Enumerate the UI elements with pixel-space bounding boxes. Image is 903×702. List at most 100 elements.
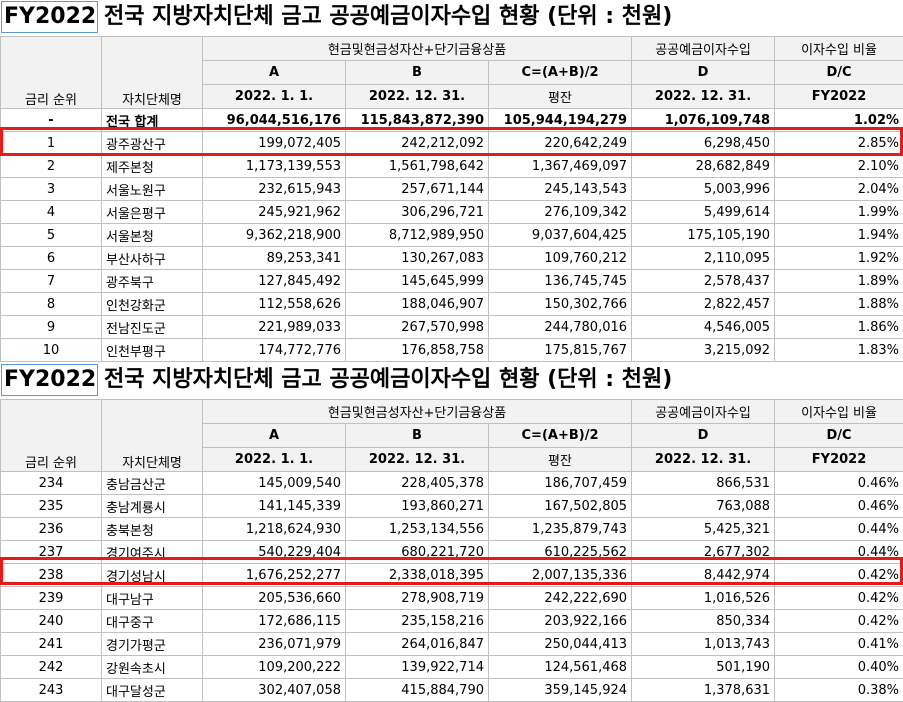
cell-rank[interactable]: 237 bbox=[1, 541, 102, 564]
cell-a[interactable]: 141,145,339 bbox=[203, 495, 346, 518]
cell-rank[interactable]: 239 bbox=[1, 587, 102, 610]
cell-d[interactable]: 2,578,437 bbox=[632, 270, 775, 293]
cell-a[interactable]: 145,009,540 bbox=[203, 472, 346, 495]
cell-name[interactable]: 충남금산군 bbox=[102, 472, 203, 495]
cell-ratio[interactable]: 1.02% bbox=[775, 109, 903, 132]
cell-c[interactable]: 250,044,413 bbox=[489, 633, 632, 656]
cell-rank[interactable]: 243 bbox=[1, 679, 102, 702]
cell-name[interactable]: 경기가평군 bbox=[102, 633, 203, 656]
cell-a[interactable]: 1,218,624,930 bbox=[203, 518, 346, 541]
cell-ratio[interactable]: 0.44% bbox=[775, 541, 903, 564]
cell-c[interactable]: 136,745,745 bbox=[489, 270, 632, 293]
cell-a[interactable]: 232,615,943 bbox=[203, 178, 346, 201]
cell-c[interactable]: 1,235,879,743 bbox=[489, 518, 632, 541]
cell-ratio[interactable]: 1.83% bbox=[775, 339, 903, 362]
cell-ratio[interactable]: 2.85% bbox=[775, 132, 903, 155]
cell-a[interactable]: 302,407,058 bbox=[203, 679, 346, 702]
cell-ratio[interactable]: 0.38% bbox=[775, 679, 903, 702]
cell-name[interactable]: 광주광산구 bbox=[102, 132, 203, 155]
cell-ratio[interactable]: 0.41% bbox=[775, 633, 903, 656]
cell-rank[interactable]: 235 bbox=[1, 495, 102, 518]
cell-name[interactable]: 광주북구 bbox=[102, 270, 203, 293]
cell-rank[interactable]: 3 bbox=[1, 178, 102, 201]
cell-c[interactable]: 245,143,543 bbox=[489, 178, 632, 201]
fiscal-year-cell[interactable]: FY2022 bbox=[1, 1, 98, 33]
cell-rank[interactable]: 10 bbox=[1, 339, 102, 362]
cell-a[interactable]: 236,071,979 bbox=[203, 633, 346, 656]
cell-d[interactable]: 1,016,526 bbox=[632, 587, 775, 610]
cell-ratio[interactable]: 2.10% bbox=[775, 155, 903, 178]
cell-d[interactable]: 866,531 bbox=[632, 472, 775, 495]
cell-a[interactable]: 112,558,626 bbox=[203, 293, 346, 316]
cell-d[interactable]: 5,003,996 bbox=[632, 178, 775, 201]
cell-ratio[interactable]: 0.46% bbox=[775, 472, 903, 495]
cell-c[interactable]: 2,007,135,336 bbox=[489, 564, 632, 587]
cell-b[interactable]: 1,253,134,556 bbox=[346, 518, 489, 541]
cell-c[interactable]: 220,642,249 bbox=[489, 132, 632, 155]
cell-ratio[interactable]: 0.42% bbox=[775, 587, 903, 610]
cell-a[interactable]: 199,072,405 bbox=[203, 132, 346, 155]
cell-d[interactable]: 175,105,190 bbox=[632, 224, 775, 247]
cell-d[interactable]: 850,334 bbox=[632, 610, 775, 633]
cell-c[interactable]: 610,225,562 bbox=[489, 541, 632, 564]
cell-a[interactable]: 9,362,218,900 bbox=[203, 224, 346, 247]
cell-d[interactable]: 8,442,974 bbox=[632, 564, 775, 587]
cell-d[interactable]: 501,190 bbox=[632, 656, 775, 679]
cell-a[interactable]: 127,845,492 bbox=[203, 270, 346, 293]
cell-name[interactable]: 충남계룡시 bbox=[102, 495, 203, 518]
cell-c[interactable]: 9,037,604,425 bbox=[489, 224, 632, 247]
cell-ratio[interactable]: 1.99% bbox=[775, 201, 903, 224]
cell-b[interactable]: 235,158,216 bbox=[346, 610, 489, 633]
cell-rank[interactable]: 7 bbox=[1, 270, 102, 293]
cell-b[interactable]: 306,296,721 bbox=[346, 201, 489, 224]
cell-name[interactable]: 전남진도군 bbox=[102, 316, 203, 339]
cell-d[interactable]: 4,546,005 bbox=[632, 316, 775, 339]
cell-d[interactable]: 2,110,095 bbox=[632, 247, 775, 270]
cell-b[interactable]: 8,712,989,950 bbox=[346, 224, 489, 247]
cell-ratio[interactable]: 1.89% bbox=[775, 270, 903, 293]
cell-c[interactable]: 186,707,459 bbox=[489, 472, 632, 495]
cell-d[interactable]: 763,088 bbox=[632, 495, 775, 518]
cell-a[interactable]: 172,686,115 bbox=[203, 610, 346, 633]
cell-ratio[interactable]: 0.42% bbox=[775, 610, 903, 633]
cell-rank[interactable]: 8 bbox=[1, 293, 102, 316]
cell-rank[interactable]: 9 bbox=[1, 316, 102, 339]
cell-c[interactable]: 150,302,766 bbox=[489, 293, 632, 316]
cell-c[interactable]: 105,944,194,279 bbox=[489, 109, 632, 132]
cell-a[interactable]: 89,253,341 bbox=[203, 247, 346, 270]
cell-name[interactable]: 충북본청 bbox=[102, 518, 203, 541]
cell-name[interactable]: 서울본청 bbox=[102, 224, 203, 247]
cell-name[interactable]: 대구중구 bbox=[102, 610, 203, 633]
cell-b[interactable]: 188,046,907 bbox=[346, 293, 489, 316]
cell-d[interactable]: 2,677,302 bbox=[632, 541, 775, 564]
cell-name[interactable]: 대구달성군 bbox=[102, 679, 203, 702]
cell-d[interactable]: 1,013,743 bbox=[632, 633, 775, 656]
cell-ratio[interactable]: 1.88% bbox=[775, 293, 903, 316]
cell-rank[interactable]: 242 bbox=[1, 656, 102, 679]
cell-name[interactable]: 강원속초시 bbox=[102, 656, 203, 679]
cell-name[interactable]: 대구남구 bbox=[102, 587, 203, 610]
cell-b[interactable]: 257,671,144 bbox=[346, 178, 489, 201]
cell-name[interactable]: 경기여주시 bbox=[102, 541, 203, 564]
cell-rank[interactable]: 240 bbox=[1, 610, 102, 633]
cell-a[interactable]: 1,173,139,553 bbox=[203, 155, 346, 178]
cell-ratio[interactable]: 0.40% bbox=[775, 656, 903, 679]
cell-a[interactable]: 205,536,660 bbox=[203, 587, 346, 610]
cell-d[interactable]: 3,215,092 bbox=[632, 339, 775, 362]
cell-name[interactable]: 서울노원구 bbox=[102, 178, 203, 201]
cell-rank[interactable]: 6 bbox=[1, 247, 102, 270]
cell-name[interactable]: 인천강화군 bbox=[102, 293, 203, 316]
cell-c[interactable]: 203,922,166 bbox=[489, 610, 632, 633]
cell-b[interactable]: 139,922,714 bbox=[346, 656, 489, 679]
cell-c[interactable]: 276,109,342 bbox=[489, 201, 632, 224]
cell-name[interactable]: 서울은평구 bbox=[102, 201, 203, 224]
cell-c[interactable]: 175,815,767 bbox=[489, 339, 632, 362]
cell-ratio[interactable]: 1.94% bbox=[775, 224, 903, 247]
cell-b[interactable]: 2,338,018,395 bbox=[346, 564, 489, 587]
cell-c[interactable]: 167,502,805 bbox=[489, 495, 632, 518]
cell-rank[interactable]: 4 bbox=[1, 201, 102, 224]
cell-ratio[interactable]: 1.92% bbox=[775, 247, 903, 270]
cell-rank[interactable]: - bbox=[1, 109, 102, 132]
cell-b[interactable]: 415,884,790 bbox=[346, 679, 489, 702]
cell-c[interactable]: 359,145,924 bbox=[489, 679, 632, 702]
